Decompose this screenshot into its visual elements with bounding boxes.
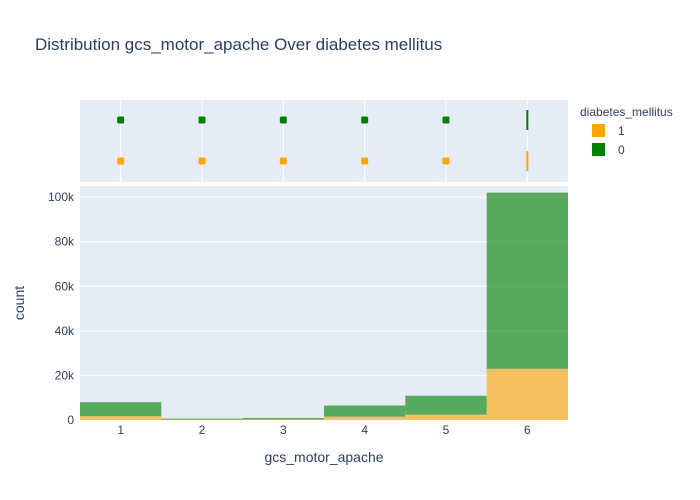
bar-diabetes-1-cat-1 [80, 416, 162, 420]
rug-mark-1 [279, 157, 287, 165]
bar-diabetes-1-cat-4 [324, 416, 406, 420]
rug-mark-1 [442, 157, 450, 165]
legend-label-1: 1 [618, 124, 625, 138]
rug-mark-0 [279, 116, 287, 124]
rug-mark-1 [117, 157, 125, 165]
marginal-rug-panel [80, 100, 568, 182]
bar-diabetes-1-cat-3 [242, 419, 324, 420]
y-tick-label: 60k [55, 279, 75, 293]
bar-diabetes-0-cat-6 [486, 192, 568, 369]
bar-diabetes-0-cat-1 [80, 402, 162, 417]
x-tick-label: 6 [524, 423, 531, 437]
x-axis-title: gcs_motor_apache [264, 449, 383, 465]
bar-diabetes-1-cat-6 [486, 368, 568, 420]
y-axis-title: count [11, 286, 27, 320]
y-tick-label: 40k [55, 324, 75, 338]
y-tick-label: 20k [55, 368, 75, 382]
rug-mark-0 [442, 116, 450, 124]
histogram-panel: 0 20k 40k 60k 80k 100k 1 2 3 4 5 6 [48, 186, 568, 437]
rug-mark-1 [198, 157, 206, 165]
legend: diabetes_mellitus 1 0 [580, 105, 673, 157]
y-tick-label: 0 [67, 413, 74, 427]
bar-diabetes-0-cat-4 [324, 405, 406, 417]
legend-title: diabetes_mellitus [580, 105, 673, 119]
y-tick-label: 100k [48, 190, 75, 204]
bar-diabetes-0-cat-2 [161, 418, 243, 420]
rug-mark-0 [198, 116, 206, 124]
bar-diabetes-0-cat-5 [405, 395, 487, 415]
x-tick-label: 5 [443, 423, 450, 437]
x-tick-label: 1 [117, 423, 124, 437]
bar-diabetes-1-cat-2 [161, 419, 243, 421]
legend-swatch-1 [592, 124, 605, 137]
y-tick-label: 80k [55, 235, 75, 249]
x-tick-label: 2 [199, 423, 206, 437]
bar-diabetes-0-cat-3 [242, 417, 324, 420]
rug-mark-0 [117, 116, 125, 124]
x-tick-label: 4 [361, 423, 368, 437]
marginal-rug-background [80, 100, 568, 182]
rug-mark-1 [361, 157, 369, 165]
bar-diabetes-1-cat-5 [405, 414, 487, 420]
rug-mark-0 [361, 116, 369, 124]
chart-title: Distribution gcs_motor_apache Over diabe… [35, 35, 442, 54]
legend-label-0: 0 [618, 143, 625, 157]
legend-swatch-0 [592, 143, 605, 156]
x-tick-label: 3 [280, 423, 287, 437]
